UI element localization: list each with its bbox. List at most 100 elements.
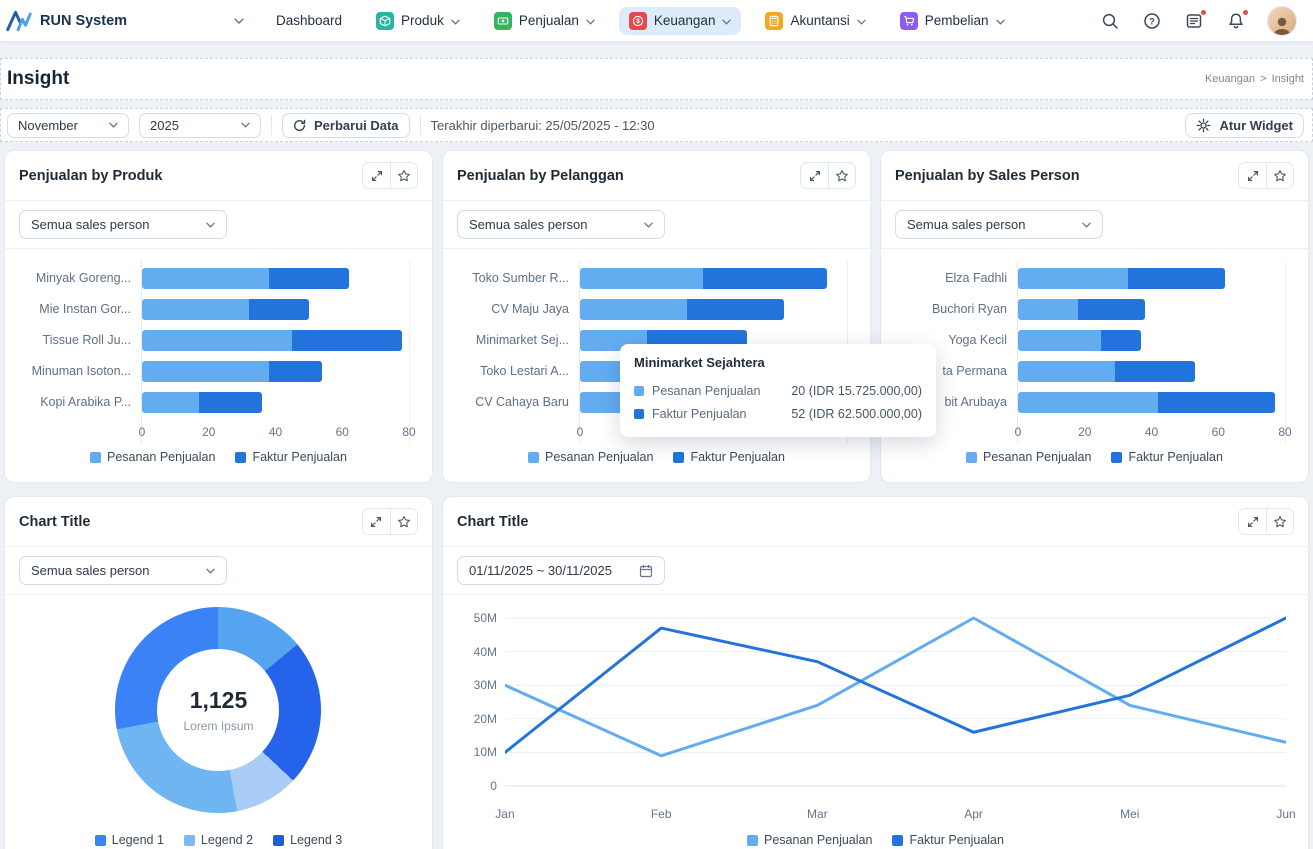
chevron-down-icon <box>644 222 653 228</box>
bar-row <box>1018 325 1285 356</box>
expand-button[interactable] <box>1239 509 1266 534</box>
bar-segment[interactable] <box>703 268 827 289</box>
sales-person-select[interactable]: Semua sales person <box>895 210 1103 239</box>
year-select-value: 2025 <box>150 117 179 133</box>
legend-item: Pesanan Penjualan <box>90 450 215 464</box>
bar-segment[interactable] <box>1128 268 1225 289</box>
bar-row <box>142 294 409 325</box>
sales-person-select[interactable]: Semua sales person <box>19 210 227 239</box>
card-actions <box>361 508 418 535</box>
stacked-bar[interactable] <box>142 361 409 382</box>
star-icon <box>1274 169 1286 181</box>
favorite-button[interactable] <box>1266 163 1293 188</box>
bar-segment[interactable] <box>142 392 199 413</box>
bar-segment[interactable] <box>1158 392 1275 413</box>
refresh-data-button[interactable]: Perbarui Data <box>282 112 410 138</box>
breadcrumb-separator: > <box>1260 73 1267 85</box>
bar-segment[interactable] <box>142 299 249 320</box>
bar-segment[interactable] <box>1018 330 1102 351</box>
bar-segment[interactable] <box>1018 392 1159 413</box>
bar-segment[interactable] <box>1018 268 1129 289</box>
stacked-bar[interactable] <box>1018 299 1285 320</box>
favorite-button[interactable] <box>389 509 417 534</box>
bar-segment[interactable] <box>1078 299 1145 320</box>
expand-button[interactable] <box>1239 163 1266 188</box>
legend-item: Pesanan Penjualan <box>747 833 872 847</box>
stacked-bar[interactable] <box>580 268 847 289</box>
stacked-bar[interactable] <box>142 299 409 320</box>
bar-segment[interactable] <box>248 299 309 320</box>
x-axis-label: Mei <box>1120 807 1140 821</box>
bar-chart-produk: Minyak Goreng... Mie Instan Gor... Tissue … <box>5 249 432 444</box>
breadcrumb-parent[interactable]: Keuangan <box>1204 73 1256 85</box>
stacked-bar[interactable] <box>1018 361 1285 382</box>
bar-segment[interactable] <box>1101 330 1142 351</box>
nav-item-label: Pembelian <box>924 13 989 28</box>
favorite-button[interactable] <box>828 163 855 188</box>
bar-segment[interactable] <box>142 268 269 289</box>
x-axis-label: Jun <box>1276 807 1296 821</box>
star-icon <box>1274 515 1286 527</box>
stacked-bar[interactable] <box>580 299 847 320</box>
stacked-bar[interactable] <box>142 268 409 289</box>
chevron-down-icon <box>722 13 732 28</box>
sales-person-select[interactable]: Semua sales person <box>457 210 665 239</box>
bar-segment[interactable] <box>292 330 403 351</box>
nav-item-keuangan[interactable]: $ Keuangan <box>618 6 742 35</box>
date-range-input[interactable]: 01/11/2025 ~ 30/11/2025 <box>456 556 665 585</box>
donut-total-value: 1,125 <box>189 687 248 713</box>
breadcrumb: Keuangan > Insight <box>1205 73 1304 85</box>
tooltip-swatch <box>634 385 644 396</box>
bar-segment[interactable] <box>1018 361 1115 382</box>
star-icon <box>836 169 848 181</box>
widget-settings-button[interactable]: Atur Widget <box>1185 112 1304 138</box>
bar-segment[interactable] <box>142 330 293 351</box>
nav-item-akuntansi[interactable]: Akuntansi <box>755 7 875 35</box>
bar-segment[interactable] <box>1018 299 1079 320</box>
donut-chart[interactable]: 1,125 Lorem Ipsum <box>115 607 322 813</box>
bar-segment[interactable] <box>268 268 349 289</box>
bar-segment[interactable] <box>142 361 269 382</box>
category-label: ta Permana <box>942 364 1007 378</box>
nav-item-dashboard[interactable]: Dashboard <box>266 8 352 33</box>
nav-item-label: Keuangan <box>653 13 716 28</box>
help-icon[interactable]: ? <box>1141 10 1163 32</box>
line-chart-area: 0 10M 20M 30M 40M 50M Jan Feb Mar Apr Mei Jun <box>459 611 1296 825</box>
bar-segment[interactable] <box>1114 361 1195 382</box>
favorite-button[interactable] <box>390 163 417 188</box>
expand-button[interactable] <box>363 163 390 188</box>
search-icon[interactable] <box>1099 10 1121 32</box>
avatar[interactable] <box>1267 5 1297 36</box>
expand-button[interactable] <box>801 163 828 188</box>
expand-icon <box>371 170 382 181</box>
card-title: Penjualan by Pelanggan <box>457 167 624 184</box>
brand-switcher[interactable]: RUN System <box>6 10 244 32</box>
x-axis: 0 20 40 60 80 <box>139 418 416 444</box>
line-plot: 0 10M 20M 30M 40M 50M <box>474 611 1286 793</box>
stacked-bar[interactable] <box>1018 268 1285 289</box>
bar-segment[interactable] <box>198 392 263 413</box>
month-select[interactable]: November <box>7 112 129 138</box>
notification-badge <box>1242 8 1249 16</box>
expand-button[interactable] <box>362 509 390 534</box>
sales-person-select[interactable]: Semua sales person <box>19 556 227 585</box>
nav-item-produk[interactable]: Produk <box>366 7 470 35</box>
stacked-bar[interactable] <box>1018 392 1285 413</box>
bell-icon[interactable] <box>1225 8 1249 32</box>
axis-tick-label: 20 <box>202 425 216 439</box>
bar-segment[interactable] <box>580 268 704 289</box>
stacked-bar[interactable] <box>142 392 409 413</box>
favorite-button[interactable] <box>1266 509 1293 534</box>
bar-segment[interactable] <box>580 299 687 320</box>
nav-item-penjualan[interactable]: Penjualan <box>484 7 605 35</box>
page-title: Insight <box>7 68 70 89</box>
expand-icon <box>371 516 382 527</box>
legend-label: Faktur Penjualan <box>1128 450 1223 464</box>
stacked-bar[interactable] <box>1018 330 1285 351</box>
bar-segment[interactable] <box>268 361 323 382</box>
nav-item-pembelian[interactable]: Pembelian <box>890 7 1015 35</box>
year-select[interactable]: 2025 <box>139 112 261 138</box>
news-icon[interactable] <box>1183 8 1207 32</box>
stacked-bar[interactable] <box>142 330 409 351</box>
bar-segment[interactable] <box>686 299 784 320</box>
